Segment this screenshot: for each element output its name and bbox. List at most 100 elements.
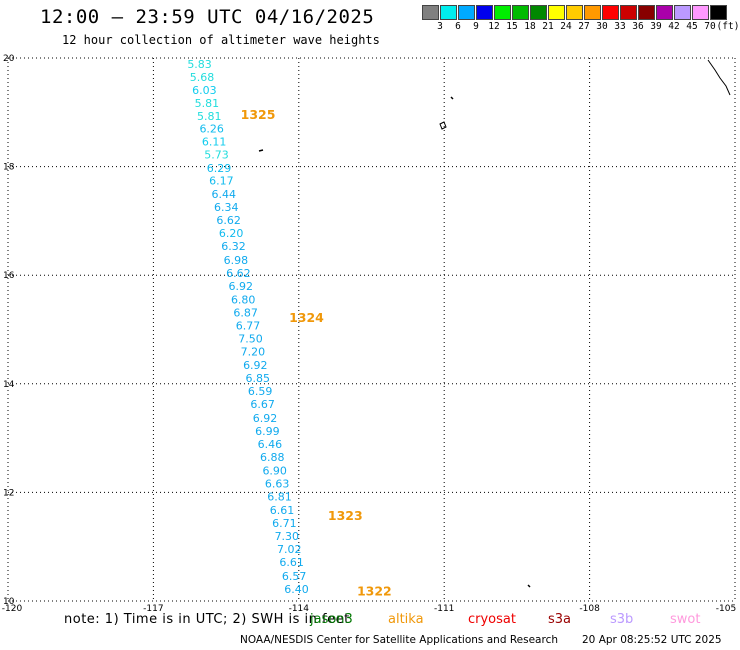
- x-tick-label: -108: [579, 604, 600, 614]
- color-scale-label: 45: [686, 21, 698, 32]
- island-speck: [527, 584, 531, 588]
- swh-value: 6.40: [284, 583, 309, 596]
- island: [439, 121, 447, 130]
- swh-value: 6.92: [253, 412, 277, 425]
- color-swatch: [458, 5, 475, 20]
- swh-value: 6.61: [270, 504, 295, 517]
- color-swatch: [656, 5, 673, 20]
- swh-readings: 5.835.686.035.815.816.266.115.736.296.17…: [187, 58, 308, 596]
- swh-value: 6.57: [282, 570, 307, 583]
- island-small: [450, 96, 454, 100]
- y-tick-label: 14: [3, 380, 15, 390]
- color-swatch: [584, 5, 601, 20]
- color-scale-label: 15: [506, 21, 518, 32]
- y-tick-label: 10: [3, 597, 15, 607]
- legend-item-cryosat: cryosat: [468, 612, 516, 627]
- credit-line: NOAA/NESDIS Center for Satellite Applica…: [240, 634, 558, 646]
- pass-number: 1322: [357, 584, 392, 599]
- swh-value: 6.92: [229, 280, 254, 293]
- swh-value: 6.34: [214, 201, 239, 214]
- color-scale-label: 3: [437, 21, 443, 32]
- legend-item-s3b: s3b: [610, 612, 634, 627]
- pass-number: 1325: [241, 107, 276, 122]
- x-tick-label: -117: [143, 604, 163, 614]
- generation-timestamp: 20 Apr 08:25:52 UTC 2025: [582, 634, 722, 646]
- swh-value: 6.99: [255, 425, 280, 438]
- color-swatch: [566, 5, 583, 20]
- color-swatch: [692, 5, 709, 20]
- color-swatch: [440, 5, 457, 20]
- color-scale-label: 18: [524, 21, 536, 32]
- color-swatch: [602, 5, 619, 20]
- swh-value: 5.81: [195, 97, 220, 110]
- y-tick-label: 12: [3, 488, 14, 498]
- swh-value: 6.59: [248, 385, 273, 398]
- x-tick-label: -120: [2, 604, 23, 614]
- swh-value: 6.77: [236, 320, 261, 333]
- pass-number: 1323: [328, 508, 363, 523]
- swh-value: 6.32: [221, 240, 246, 253]
- swh-value: 5.73: [204, 148, 229, 161]
- swh-value: 6.17: [209, 175, 234, 188]
- color-swatch: [476, 5, 493, 20]
- swh-value: 7.20: [241, 346, 266, 359]
- swh-value: 6.26: [199, 122, 224, 135]
- swh-value: 6.90: [262, 464, 287, 477]
- color-scale-label: (ft): [716, 21, 740, 32]
- swh-value: 6.44: [212, 188, 237, 201]
- color-swatch: [422, 5, 439, 20]
- swh-value: 6.81: [267, 491, 292, 504]
- swh-value: 5.81: [197, 110, 222, 123]
- color-scale-label: 30: [596, 21, 608, 32]
- map-grid: [7, 57, 736, 602]
- color-scale-label: 6: [455, 21, 461, 32]
- color-swatch: [638, 5, 655, 20]
- color-scale-label: 33: [614, 21, 626, 32]
- swh-value: 6.88: [260, 451, 285, 464]
- swh-value: 6.87: [233, 306, 258, 319]
- color-swatch: [620, 5, 637, 20]
- legend-item-s3a: s3a: [548, 612, 572, 627]
- pass-number: 1324: [289, 310, 324, 325]
- color-swatch: [512, 5, 529, 20]
- swh-value: 6.62: [226, 267, 251, 280]
- swh-value: 5.68: [190, 71, 215, 84]
- color-scale-bar: [422, 5, 728, 20]
- x-tick-label: -114: [289, 604, 310, 614]
- swh-value: 6.03: [192, 84, 217, 97]
- swh-value: 6.71: [272, 517, 297, 530]
- color-scale-label: 12: [488, 21, 500, 32]
- swh-value: 6.80: [231, 293, 256, 306]
- swh-value: 6.98: [224, 254, 249, 267]
- swh-value: 6.11: [202, 135, 227, 148]
- color-swatch: [548, 5, 565, 20]
- swh-value: 7.02: [277, 543, 302, 556]
- x-tick-label: -111: [434, 604, 454, 614]
- color-scale-label: 42: [668, 21, 680, 32]
- island-tiny: [258, 149, 264, 152]
- color-scale-label: 39: [650, 21, 662, 32]
- swh-value: 7.50: [238, 333, 263, 346]
- swh-value: 6.63: [265, 478, 290, 491]
- legend-item-swot: swot: [670, 612, 701, 627]
- land-features: [258, 59, 731, 588]
- map-title: 12:00 – 23:59 UTC 04/16/2025: [40, 6, 375, 28]
- units-note: note: 1) Time is in UTC; 2) SWH is in fe…: [64, 612, 350, 627]
- color-scale-label: 9: [473, 21, 479, 32]
- color-scale-label: 27: [578, 21, 590, 32]
- legend-item-altika: altika: [388, 612, 424, 627]
- swh-value: 6.67: [250, 398, 274, 411]
- x-tick-label: -105: [716, 604, 736, 614]
- swh-value: 6.20: [219, 227, 244, 240]
- swh-value: 7.30: [275, 530, 300, 543]
- legend-item-jason3: jason3: [310, 612, 353, 627]
- color-scale-label: 36: [632, 21, 644, 32]
- color-swatch: [710, 5, 727, 20]
- swh-value: 6.85: [245, 372, 270, 385]
- axis-ticks: -120 -117 -114 -111 -108 -105 20 18 16 14 12 10: [2, 54, 736, 614]
- color-scale-label: 24: [560, 21, 572, 32]
- swh-value: 6.29: [207, 162, 232, 175]
- y-tick-label: 18: [3, 163, 15, 173]
- color-swatch: [530, 5, 547, 20]
- color-scale-label: 21: [542, 21, 554, 32]
